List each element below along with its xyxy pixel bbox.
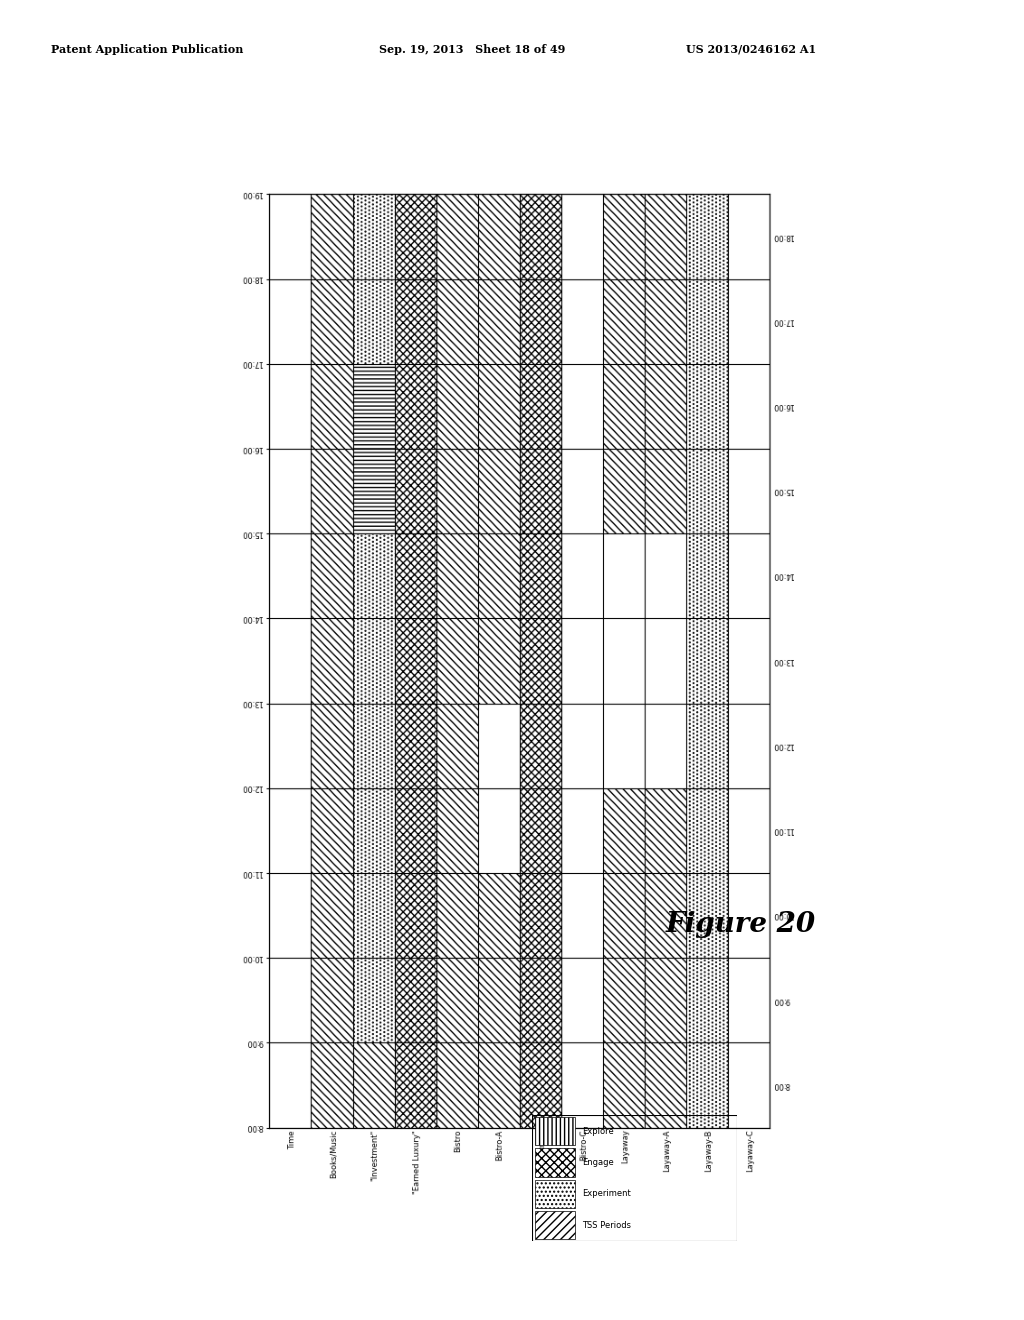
Text: Figure 20: Figure 20 xyxy=(666,911,816,937)
Text: Patent Application Publication: Patent Application Publication xyxy=(51,44,244,54)
Text: Sep. 19, 2013   Sheet 18 of 49: Sep. 19, 2013 Sheet 18 of 49 xyxy=(379,44,565,54)
Bar xyxy=(535,1180,575,1208)
Bar xyxy=(535,1148,575,1176)
Text: Engage: Engage xyxy=(582,1158,613,1167)
Bar xyxy=(535,1210,575,1239)
Text: TSS Periods: TSS Periods xyxy=(582,1221,631,1230)
Text: US 2013/0246162 A1: US 2013/0246162 A1 xyxy=(686,44,816,54)
Bar xyxy=(535,1117,575,1146)
Text: Experiment: Experiment xyxy=(582,1189,631,1199)
Text: Explore: Explore xyxy=(582,1126,613,1135)
